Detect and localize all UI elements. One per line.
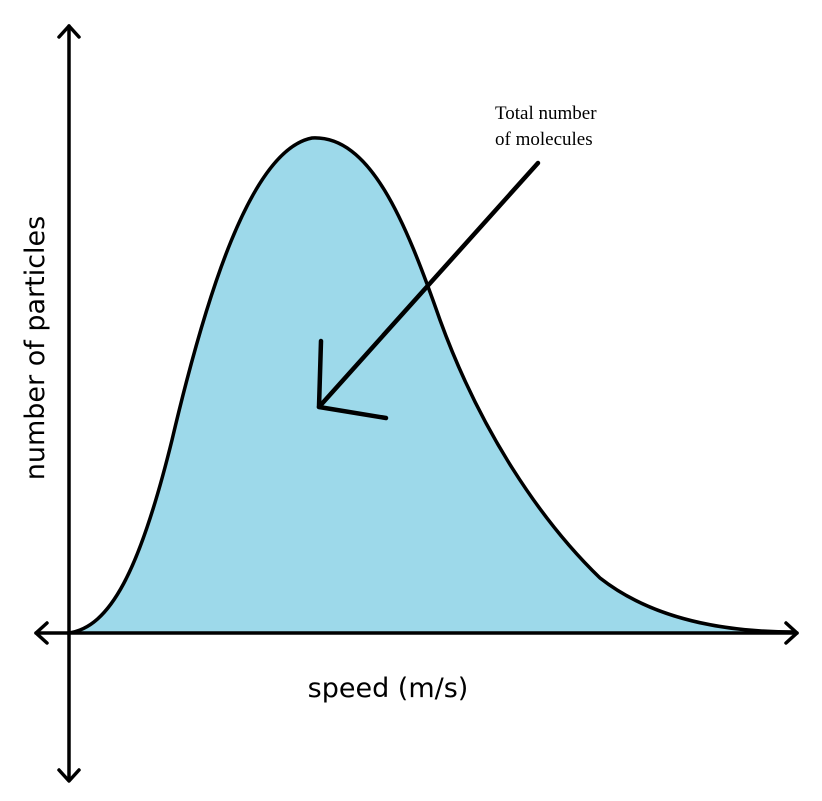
- area-under-curve: [68, 137, 795, 634]
- x-axis-title: speed (m/s): [308, 673, 469, 704]
- y-axis-arrow-bottom: [57, 768, 81, 783]
- y-axis: [57, 24, 81, 783]
- annotation-line-1: Total number: [495, 103, 597, 124]
- y-axis-arrow-top: [57, 24, 81, 39]
- x-axis: [34, 621, 799, 645]
- y-axis-title: number of particles: [20, 216, 51, 480]
- x-axis-arrow-left: [34, 621, 49, 645]
- x-axis-arrow-right: [784, 621, 799, 645]
- distribution-curve: [66, 136, 797, 635]
- annotation-line-2: of molecules: [495, 129, 593, 150]
- annotation-arrow: [316, 160, 541, 421]
